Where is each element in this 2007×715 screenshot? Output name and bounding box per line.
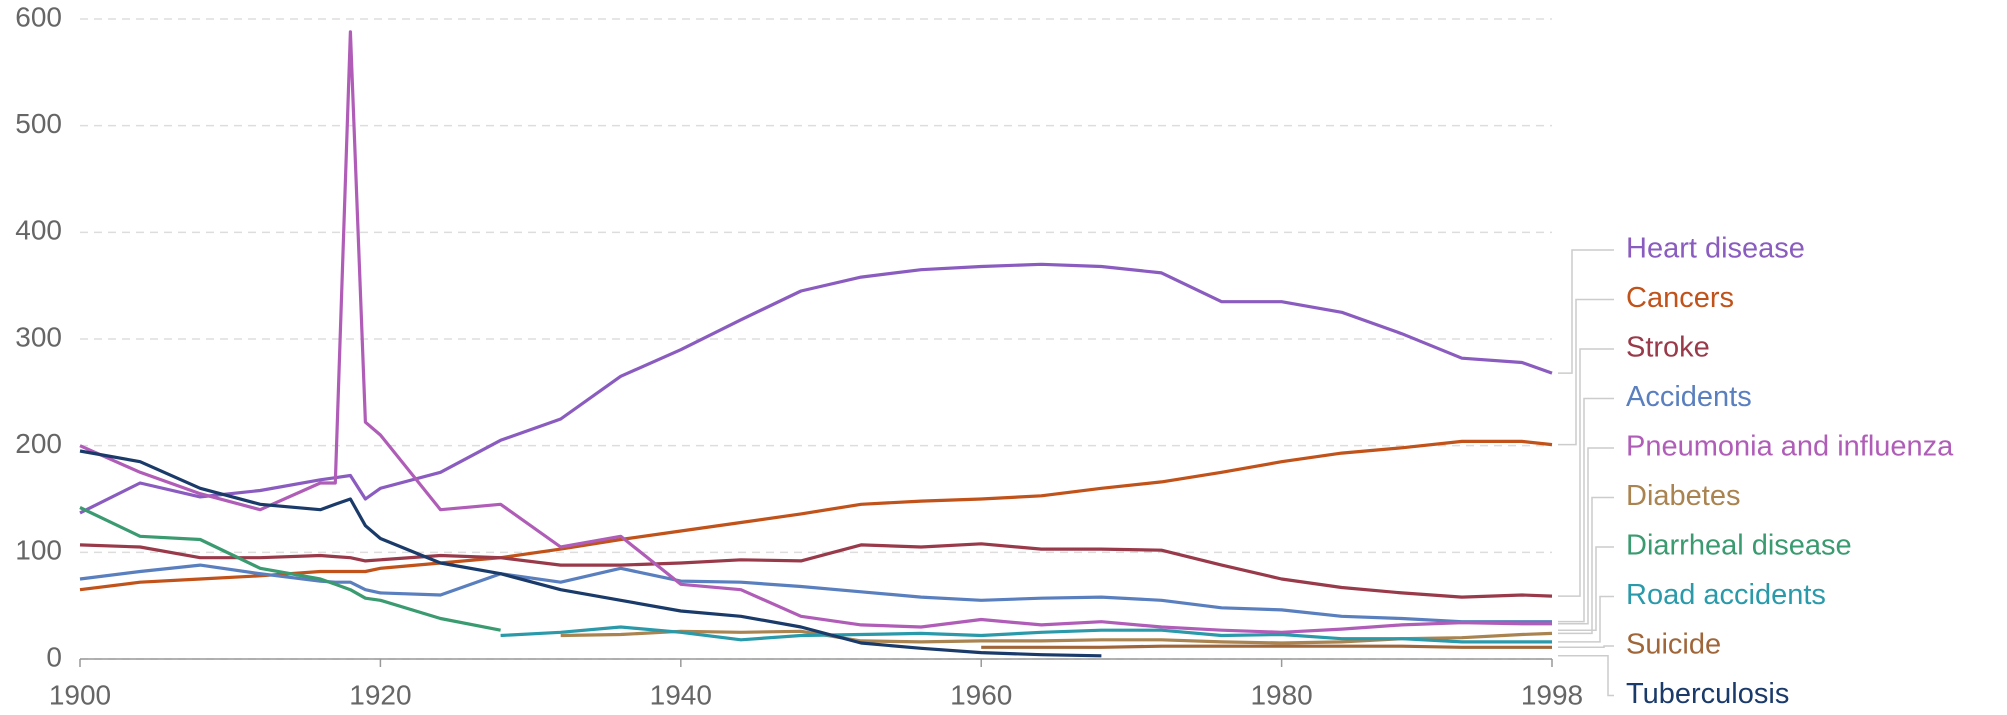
legend-label: Tuberculosis <box>1626 678 1789 710</box>
series-line <box>79 506 501 632</box>
y-tick-label: 400 <box>15 215 62 246</box>
y-tick-label: 100 <box>15 535 62 566</box>
x-tick-label: 1980 <box>1250 679 1312 710</box>
series-line <box>79 30 1552 634</box>
x-tick-label: 1998 <box>1521 679 1583 710</box>
legend-label: Accidents <box>1626 381 1752 413</box>
legend-label: Diarrheal disease <box>1626 530 1852 562</box>
legend-connector <box>1558 496 1614 635</box>
x-tick-label: 1940 <box>650 679 712 710</box>
legend-label: Diabetes <box>1626 480 1740 512</box>
legend-connector <box>1558 249 1614 374</box>
legend-connector <box>1558 655 1614 697</box>
series-line <box>79 439 1553 592</box>
legend-label: Stroke <box>1626 332 1710 364</box>
legend-label: Road accidents <box>1626 579 1826 611</box>
legend-connector <box>1558 645 1614 649</box>
legend-connector <box>1558 546 1614 631</box>
x-tick-label: 1920 <box>349 679 411 710</box>
legend-label: Pneumonia and influenza <box>1626 431 1954 463</box>
series-line <box>500 625 1552 644</box>
legend-label: Suicide <box>1626 629 1721 661</box>
x-tick-label: 1960 <box>950 679 1012 710</box>
legend-connector <box>1558 595 1614 643</box>
y-tick-label: 200 <box>15 428 62 459</box>
series-line <box>79 449 1102 658</box>
series-line <box>79 262 1553 515</box>
y-tick-label: 0 <box>46 641 62 672</box>
y-tick-label: 300 <box>15 321 62 352</box>
legend-connector <box>1558 348 1614 597</box>
legend-label: Heart disease <box>1626 233 1805 265</box>
series-line <box>981 644 1552 649</box>
legend-connector <box>1558 397 1614 623</box>
x-tick-label: 1900 <box>49 679 111 710</box>
legend-connector <box>1558 298 1614 446</box>
y-tick-label: 600 <box>15 1 62 32</box>
y-tick-label: 500 <box>15 108 62 139</box>
legend-connector <box>1558 447 1614 625</box>
legend-label: Cancers <box>1626 282 1734 314</box>
series-line <box>79 542 1553 599</box>
